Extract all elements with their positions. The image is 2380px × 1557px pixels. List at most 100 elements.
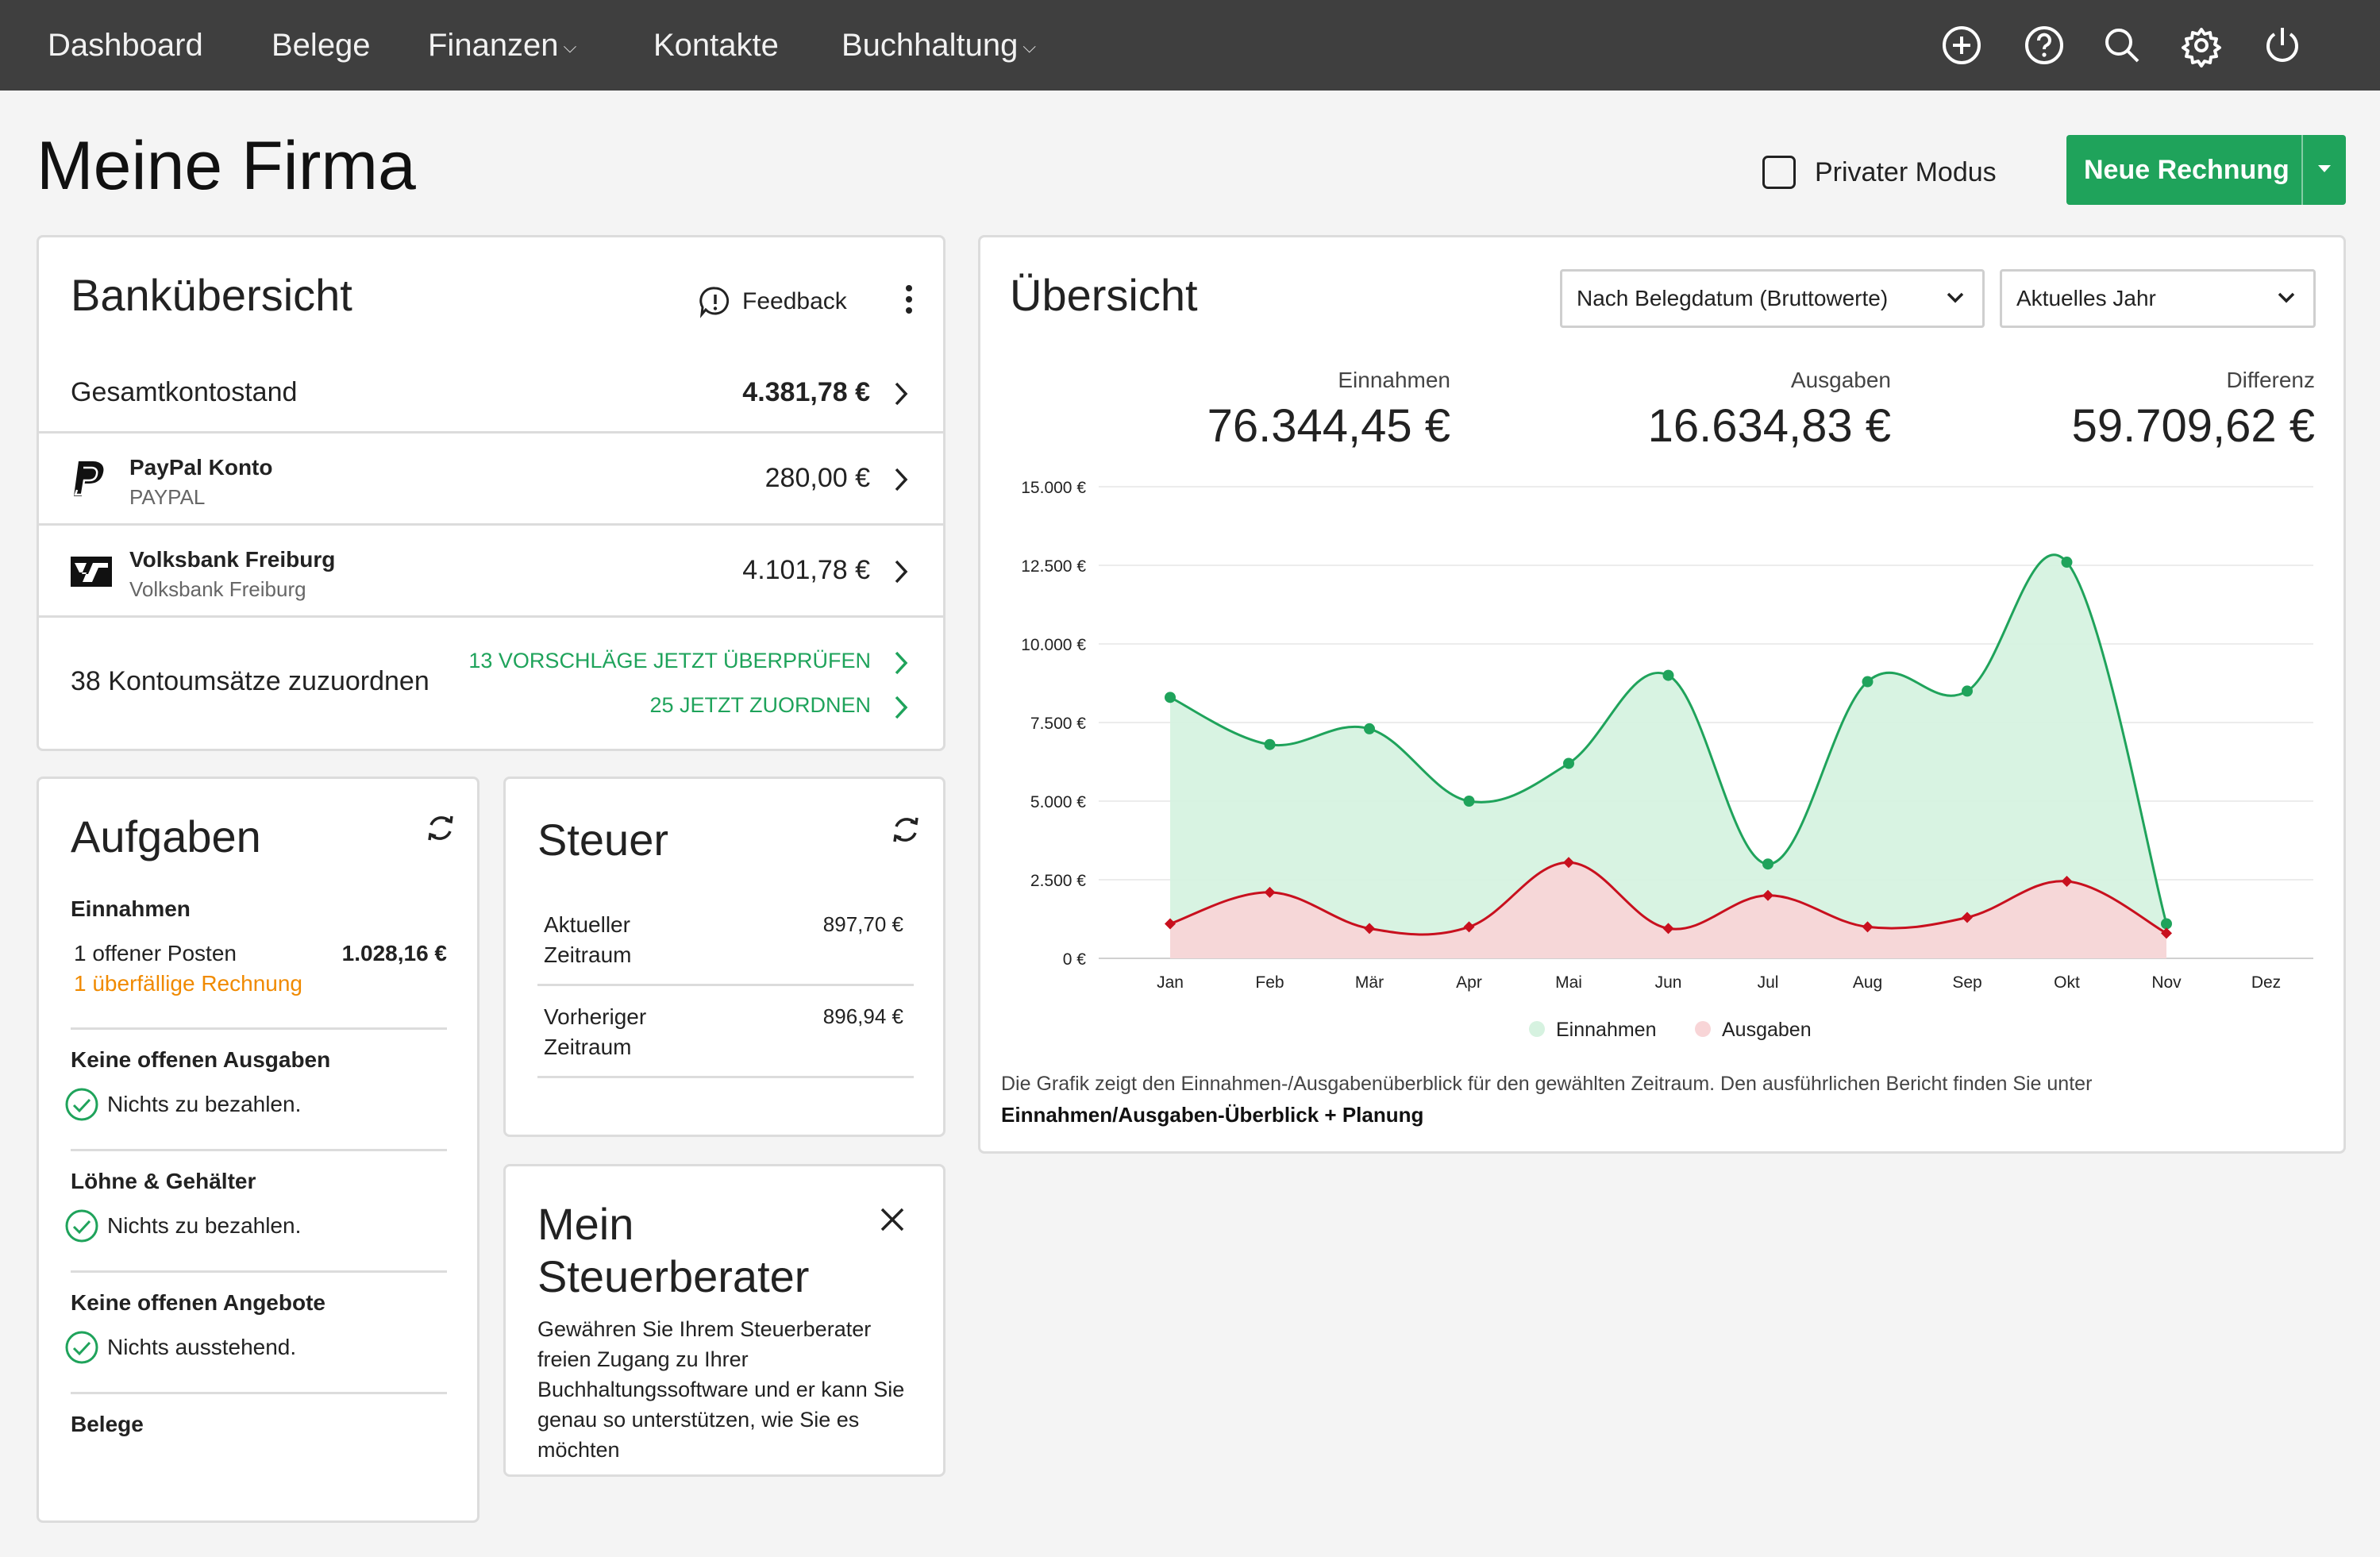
- close-icon[interactable]: [879, 1206, 906, 1233]
- tax-advisor-card: Mein Steuerberater Gewähren Sie Ihrem St…: [503, 1164, 945, 1477]
- data-point-income[interactable]: [1563, 757, 1574, 769]
- divider: [537, 984, 914, 986]
- paypal-icon: [74, 461, 104, 496]
- refresh-icon[interactable]: [890, 812, 922, 847]
- kpi-value: 76.344,45 €: [1207, 400, 1450, 452]
- total-balance-label: Gesamtkontostand: [71, 377, 298, 407]
- data-point-expenses[interactable]: [1264, 886, 1276, 898]
- search-icon[interactable]: [2100, 23, 2144, 67]
- data-point-income[interactable]: [1962, 685, 1973, 697]
- nav-kontakte[interactable]: Kontakte: [653, 28, 779, 63]
- kpi-label: Differenz: [2226, 368, 2315, 392]
- feedback-button[interactable]: Feedback: [698, 283, 847, 320]
- data-point-expenses[interactable]: [1463, 921, 1475, 933]
- chart-areas: [1170, 554, 2166, 958]
- check-circle-icon: [65, 1331, 98, 1364]
- x-tick-label: Okt: [2054, 973, 2080, 992]
- kpi-value: 59.709,62 €: [2071, 400, 2315, 452]
- total-balance-row[interactable]: Gesamtkontostand 4.381,78 €: [39, 356, 943, 428]
- refresh-icon[interactable]: [425, 811, 456, 846]
- open-items-value: 1.028,16 €: [341, 941, 447, 965]
- overdue-invoice-link[interactable]: 1 überfällige Rechnung: [74, 971, 302, 996]
- data-point-income[interactable]: [1662, 669, 1674, 681]
- private-mode-checkbox[interactable]: [1762, 156, 1796, 189]
- legend-label[interactable]: Ausgaben: [1722, 1019, 1812, 1041]
- x-tick-label: Jun: [1655, 973, 1682, 992]
- bank-card-title: Bankübersicht: [71, 270, 352, 320]
- task-heading: Keine offenen Angebote: [71, 1290, 325, 1315]
- chevron-right-icon: [895, 696, 908, 719]
- data-point-income[interactable]: [1165, 692, 1176, 703]
- caret-down-icon: [2318, 165, 2331, 172]
- filter-period-select[interactable]: Aktuelles Jahr: [2000, 269, 2316, 328]
- gear-icon[interactable]: [2179, 23, 2224, 67]
- data-point-income[interactable]: [2061, 557, 2073, 568]
- nav-finanzen[interactable]: Finanzen ⌵: [428, 28, 577, 63]
- data-point-income[interactable]: [1762, 858, 1773, 870]
- new-invoice-button[interactable]: Neue Rechnung: [2084, 155, 2289, 185]
- assign-now-link[interactable]: 25 JETZT ZUORDNEN: [483, 690, 928, 725]
- data-point-expenses[interactable]: [1364, 923, 1375, 935]
- chevron-down-icon: ⌵: [563, 37, 577, 57]
- y-tick-label: 10.000 €: [1021, 636, 1086, 654]
- y-tick-label: 15.000 €: [1021, 479, 1086, 497]
- task-status: Nichts ausstehend.: [107, 1335, 297, 1359]
- data-point-expenses[interactable]: [1563, 857, 1574, 869]
- data-point-expenses[interactable]: [1662, 923, 1674, 935]
- data-point-expenses[interactable]: [2161, 927, 2172, 939]
- data-point-expenses[interactable]: [1962, 911, 1973, 923]
- account-row-volksbank[interactable]: Volksbank Freiburg Volksbank Freiburg 4.…: [39, 526, 943, 615]
- legend-label[interactable]: Einnahmen: [1556, 1019, 1656, 1041]
- feedback-icon: [699, 287, 730, 318]
- advisor-title-line: Mein: [537, 1199, 634, 1249]
- check-circle-icon: [65, 1209, 98, 1243]
- nav-dashboard[interactable]: Dashboard: [48, 28, 203, 63]
- check-circle-icon: [65, 1088, 98, 1121]
- x-tick-label: Sep: [1952, 973, 1981, 992]
- review-suggestions-link[interactable]: 13 VORSCHLÄGE JETZT ÜBERPRÜFEN: [468, 646, 928, 680]
- x-tick-label: Apr: [1456, 973, 1482, 992]
- chevron-right-icon: [895, 560, 908, 584]
- chevron-right-icon: [895, 468, 908, 491]
- x-tick-label: Mai: [1555, 973, 1582, 992]
- nav-buchhaltung[interactable]: Buchhaltung ⌵: [841, 28, 1037, 63]
- x-tick-label: Dez: [2251, 973, 2281, 992]
- unassigned-transactions-label: 38 Kontoumsätze zuzuordnen: [71, 666, 429, 696]
- data-point-income[interactable]: [2161, 918, 2172, 930]
- data-point-income[interactable]: [1364, 723, 1375, 734]
- data-point-expenses[interactable]: [1165, 918, 1176, 930]
- filter-mode-select[interactable]: Nach Belegdatum (Bruttowerte): [1560, 269, 1985, 328]
- more-options-icon[interactable]: [904, 283, 914, 315]
- data-point-expenses[interactable]: [2061, 875, 2073, 887]
- new-invoice-dropdown-button[interactable]: [2303, 135, 2346, 205]
- divider: [39, 523, 943, 526]
- x-tick-label: Mär: [1355, 973, 1384, 992]
- chevron-down-icon: [2278, 292, 2295, 303]
- open-items-label[interactable]: 1 offener Posten: [74, 941, 237, 965]
- account-row-paypal[interactable]: PayPal Konto PAYPAL 280,00 €: [39, 434, 943, 523]
- help-icon[interactable]: [2022, 23, 2066, 67]
- legend-swatch: [1529, 1021, 1545, 1037]
- tax-period-value: 896,94 €: [822, 1004, 903, 1028]
- private-mode-label: Privater Modus: [1815, 156, 1997, 187]
- y-tick-label: 0 €: [1063, 950, 1087, 969]
- y-tick-label: 12.500 €: [1021, 557, 1086, 576]
- tasks-card: Aufgaben Einnahmen 1 offener Posten 1.02…: [37, 777, 479, 1523]
- x-tick-label: Jul: [1758, 973, 1779, 992]
- power-icon[interactable]: [2260, 23, 2305, 67]
- data-point-income[interactable]: [1264, 738, 1276, 750]
- bank-overview-card: Bankübersicht Feedback Gesamtkontostand …: [37, 235, 945, 751]
- income-expense-chart: 15.000 € 12.500 € 10.000 € 7.500 € 5.000 € 2.…: [1021, 479, 2313, 1041]
- x-tick-label: Nov: [2151, 973, 2182, 992]
- private-mode-toggle[interactable]: Privater Modus: [1762, 152, 1997, 192]
- report-link[interactable]: Einnahmen/Ausgaben-Überblick + Planung: [1001, 1103, 1424, 1127]
- task-status: Nichts zu bezahlen.: [107, 1213, 302, 1238]
- data-point-income[interactable]: [1862, 676, 1874, 688]
- nav-belege[interactable]: Belege: [272, 28, 371, 63]
- data-point-expenses[interactable]: [1762, 889, 1773, 901]
- data-point-income[interactable]: [1463, 796, 1475, 807]
- chart-points: [1165, 557, 2172, 939]
- data-point-expenses[interactable]: [1862, 921, 1874, 933]
- plus-circle-icon[interactable]: [1939, 23, 1984, 67]
- feedback-label: Feedback: [742, 288, 847, 314]
